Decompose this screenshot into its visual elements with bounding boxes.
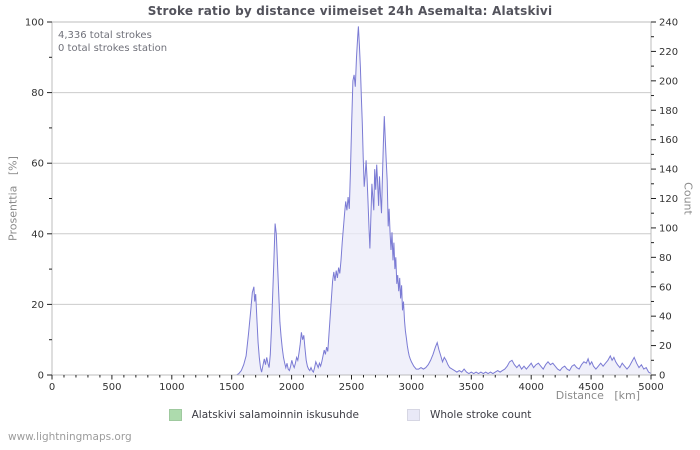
x-tick-label: 4500 <box>578 382 603 393</box>
ratio-swatch <box>168 409 182 421</box>
watermark: www.lightningmaps.org <box>8 431 132 443</box>
y-left-tick-label: 100 <box>25 18 44 29</box>
y-left-tick-label: 40 <box>31 229 44 240</box>
legend: Alatskivi salamoinnin iskusuhde Whole st… <box>0 409 700 421</box>
legend-label-ratio: Alatskivi salamoinnin iskusuhde <box>191 409 359 421</box>
station-strokes-text: 0 total strokes station <box>58 43 168 54</box>
y-right-tick-label: 100 <box>659 223 678 234</box>
y-left-tick-label: 60 <box>31 159 44 170</box>
y-right-tick-label: 60 <box>659 282 672 293</box>
y-right-tick-label: 160 <box>659 135 678 146</box>
legend-label-count: Whole stroke count <box>429 409 532 421</box>
x-tick-label: 0 <box>49 382 55 393</box>
y-right-tick-label: 240 <box>659 18 678 29</box>
y-right-tick-label: 0 <box>659 371 665 382</box>
y-right-tick-label: 80 <box>659 253 672 264</box>
total-strokes-text: 4,336 total strokes <box>58 30 152 41</box>
x-tick-label: 1000 <box>159 382 184 393</box>
y-left-tick-label: 20 <box>31 300 44 311</box>
y-right-tick-label: 200 <box>659 76 678 87</box>
x-tick-label: 2000 <box>279 382 304 393</box>
x-tick-label: 1500 <box>219 382 244 393</box>
totals-annotation: 4,336 total strokes 0 total strokes stat… <box>58 29 167 55</box>
x-tick-label: 3000 <box>399 382 424 393</box>
right-axis-title: Count <box>681 182 695 215</box>
y-left-tick-label: 0 <box>38 371 44 382</box>
x-tick-label: 2500 <box>339 382 364 393</box>
x-tick-label: 500 <box>102 382 121 393</box>
legend-item-ratio: Alatskivi salamoinnin iskusuhde <box>168 409 359 421</box>
left-axis-title: Prosenttia [%] <box>6 156 20 241</box>
x-tick-label: 4000 <box>518 382 543 393</box>
count-line <box>52 26 652 376</box>
y-right-tick-label: 140 <box>659 165 678 176</box>
count-swatch <box>406 409 420 421</box>
y-right-tick-label: 20 <box>659 341 672 352</box>
x-tick-label: 3500 <box>459 382 484 393</box>
x-axis-title: Distance [km] <box>555 389 640 402</box>
y-right-tick-label: 120 <box>659 194 678 205</box>
y-right-tick-label: 220 <box>659 47 678 58</box>
y-left-tick-label: 80 <box>31 88 44 99</box>
x-tick-label: 5000 <box>638 382 663 393</box>
legend-item-count: Whole stroke count <box>406 409 532 421</box>
count-area-fill <box>52 26 651 376</box>
y-right-tick-label: 180 <box>659 106 678 117</box>
y-right-tick-label: 40 <box>659 312 672 323</box>
chart-title: Stroke ratio by distance viimeiset 24h A… <box>147 4 553 18</box>
